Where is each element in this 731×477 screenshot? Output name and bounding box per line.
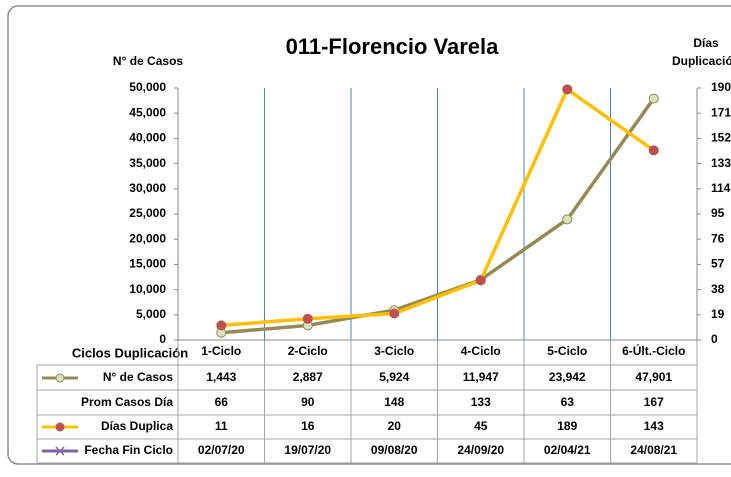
legend-marker xyxy=(55,373,65,383)
table-cell: 47,901 xyxy=(635,370,672,384)
y2-axis-label: Duplicación xyxy=(672,54,731,68)
point xyxy=(562,214,573,225)
point xyxy=(216,320,227,331)
y-tick-label: 15,000 xyxy=(129,257,166,271)
y-tick-label: 50,000 xyxy=(129,80,166,94)
y-axis-label: N° de Casos xyxy=(113,54,183,68)
y2-tick-label: 190 xyxy=(711,80,731,94)
table-cell: 20 xyxy=(388,419,402,433)
table-cell: 1,443 xyxy=(206,370,236,384)
y2-tick-label: 171 xyxy=(711,105,731,119)
table-cell: 66 xyxy=(215,395,229,409)
legend-marker xyxy=(55,446,65,456)
y-tick-label: 0 xyxy=(159,332,166,346)
table-cell: 02/04/21 xyxy=(544,443,591,457)
x-tick-label: 5-Ciclo xyxy=(547,344,587,358)
point xyxy=(475,275,486,286)
table-row-header: Prom Casos Día xyxy=(81,395,173,409)
x-tick-label: 6-Últ.-Ciclo xyxy=(622,343,685,358)
point xyxy=(389,308,400,319)
y-tick-label: 25,000 xyxy=(129,206,166,220)
table-cell: 63 xyxy=(561,395,575,409)
table-cell: 16 xyxy=(301,419,315,433)
table-cell: 5,924 xyxy=(379,370,409,384)
x-tick-label: 4-Ciclo xyxy=(461,344,501,358)
legend-marker xyxy=(55,422,65,432)
x-tick-label: 1-Ciclo xyxy=(201,344,241,358)
table-cell: 90 xyxy=(301,395,315,409)
y2-axis-label: Días xyxy=(693,36,719,50)
x-tick-label: 3-Ciclo xyxy=(374,344,414,358)
y2-tick-label: 95 xyxy=(711,206,725,220)
table-cell: 2,887 xyxy=(293,370,323,384)
y2-tick-label: 152 xyxy=(711,131,731,145)
table-row-header: Días Duplica xyxy=(101,419,173,433)
table-cell: 148 xyxy=(384,395,404,409)
y-tick-label: 20,000 xyxy=(129,231,166,245)
point xyxy=(302,313,313,324)
y-tick-label: 5,000 xyxy=(136,307,166,321)
y2-tick-label: 114 xyxy=(711,181,731,195)
table-cell: 11,947 xyxy=(463,370,499,384)
y2-tick-label: 57 xyxy=(711,257,725,271)
table-cell: 133 xyxy=(471,395,491,409)
table-cell: 09/08/20 xyxy=(371,443,418,457)
table-cell: 02/07/20 xyxy=(198,443,245,457)
y-tick-label: 35,000 xyxy=(129,156,166,170)
y-tick-label: 40,000 xyxy=(129,131,166,145)
y2-tick-label: 0 xyxy=(711,332,718,346)
table-cell: 167 xyxy=(644,395,664,409)
y-tick-label: 30,000 xyxy=(129,181,166,195)
y-tick-label: 45,000 xyxy=(129,105,166,119)
table-cell: 24/09/20 xyxy=(457,443,504,457)
table-cell: 45 xyxy=(474,419,488,433)
y2-tick-label: 133 xyxy=(711,156,731,170)
table-cell: 11 xyxy=(215,419,228,433)
y2-tick-label: 76 xyxy=(711,231,725,245)
table-row-header: Fecha Fin Ciclo xyxy=(84,443,173,457)
x-axis-label: Ciclos Duplicación xyxy=(72,345,188,360)
series-line xyxy=(221,97,656,335)
table-cell: 23,942 xyxy=(549,370,586,384)
point xyxy=(648,145,659,156)
table-row-header: N° de Casos xyxy=(103,370,173,384)
chart-title: 011-Florencio Varela xyxy=(286,34,500,59)
table-cell: 24/08/21 xyxy=(630,443,677,457)
table-cell: 189 xyxy=(557,419,577,433)
table-cell: 19/07/20 xyxy=(284,443,331,457)
point xyxy=(648,93,659,104)
y-tick-label: 10,000 xyxy=(129,282,166,296)
y2-tick-label: 19 xyxy=(711,307,725,321)
chart-frame xyxy=(7,5,731,465)
series-line xyxy=(221,86,655,328)
x-tick-label: 2-Ciclo xyxy=(288,344,328,358)
table-cell: 143 xyxy=(644,419,664,433)
y2-tick-label: 38 xyxy=(711,282,725,296)
point xyxy=(562,84,573,95)
